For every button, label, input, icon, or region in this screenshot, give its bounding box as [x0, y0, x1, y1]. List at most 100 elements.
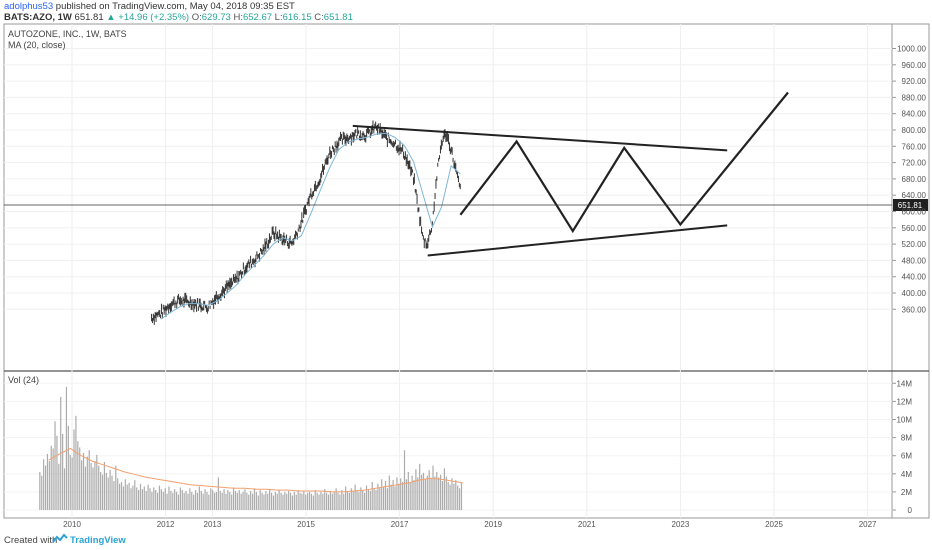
volume-bar	[371, 481, 373, 510]
volume-bar	[139, 483, 142, 510]
volume-bar	[225, 493, 227, 510]
volume-bar	[244, 489, 246, 510]
volume-bar	[189, 488, 191, 510]
volume-bar	[120, 481, 123, 510]
volume-bar	[86, 456, 88, 510]
volume-bar	[206, 491, 208, 510]
volume-bar	[124, 479, 126, 510]
volume-bar	[82, 452, 85, 510]
volume-bar	[339, 494, 341, 510]
volume-bar	[365, 485, 368, 510]
volume-bar	[77, 441, 79, 510]
volume-bar	[88, 450, 90, 510]
volume-bar	[346, 491, 349, 510]
legend-title: AUTOZONE, INC., 1W, BATS	[8, 29, 127, 39]
price-tick-label: 840.00	[902, 110, 927, 119]
volume-bar	[345, 486, 347, 510]
volume-bar	[303, 490, 305, 510]
time-tick-label: 2025	[765, 520, 783, 529]
volume-bar	[143, 486, 145, 510]
author-link[interactable]: adolphus53	[4, 1, 54, 12]
volume-tick-label: 10M	[896, 416, 912, 425]
volume-bar	[278, 490, 280, 510]
volume-bar	[175, 491, 178, 510]
volume-bar	[383, 486, 385, 510]
volume-bar	[94, 461, 96, 510]
volume-bar	[320, 491, 322, 510]
volume-bar	[314, 490, 316, 510]
volume-bar	[234, 490, 237, 510]
low-label: L:	[274, 12, 283, 23]
volume-bar	[187, 493, 189, 510]
volume-bar	[132, 485, 134, 510]
price-tick-label: 360.00	[902, 305, 927, 314]
volume-bar	[39, 471, 41, 510]
projection-drawings	[352, 91, 789, 257]
volume-bar	[130, 488, 132, 510]
volume-bar	[379, 487, 381, 510]
volume-bar	[166, 493, 168, 510]
volume-bar	[151, 491, 153, 510]
volume-bars	[39, 386, 463, 510]
time-tick-label: 2013	[204, 520, 222, 529]
volume-bar	[333, 491, 335, 510]
volume-bar	[402, 481, 404, 510]
price-tag-box	[893, 199, 928, 211]
volume-bar	[381, 479, 383, 510]
time-tick-label: 2019	[484, 520, 502, 529]
volume-bar	[377, 483, 379, 510]
volume-bar	[392, 480, 394, 510]
volume-bar	[204, 489, 206, 510]
close-label: C:	[314, 12, 324, 23]
volume-bar	[386, 488, 389, 510]
time-tick-label: 2027	[859, 520, 877, 529]
volume-bar	[295, 494, 297, 510]
volume-bar	[73, 429, 75, 510]
volume-axis-labels: 0 2M 4M 6M 8M 10M 12M 14M	[892, 379, 913, 515]
time-tick-label: 2021	[578, 520, 596, 529]
volume-bar	[312, 495, 314, 510]
volume-bar	[65, 386, 68, 510]
price-chart[interactable]: 651.81 360.00 400.00 440.00 480.00 520.00 560…	[0, 0, 932, 530]
time-tick-label: 2017	[391, 520, 409, 529]
price-tag-text: 651.81	[898, 201, 923, 210]
volume-bar	[310, 493, 313, 510]
volume-bar	[257, 495, 259, 510]
last-price-tag: 651.81	[893, 199, 928, 211]
volume-bar	[316, 492, 318, 510]
volume-bar	[335, 488, 337, 510]
volume-bar	[126, 484, 128, 510]
volume-bar	[217, 477, 219, 510]
volume-bar	[405, 479, 408, 510]
volume-bar	[426, 475, 428, 510]
volume-bar	[48, 461, 50, 510]
tradingview-logo-icon	[52, 533, 68, 543]
volume-bar	[101, 474, 104, 510]
volume-bar	[272, 495, 275, 510]
volume-bar	[282, 494, 284, 510]
volume-bar	[172, 492, 174, 510]
high-label: H:	[233, 12, 243, 23]
volume-bar	[443, 468, 445, 510]
volume-bar	[396, 477, 398, 510]
volume-bar	[367, 489, 370, 510]
volume-bar	[331, 493, 333, 510]
volume-bar	[329, 490, 332, 510]
volume-bar	[210, 488, 212, 510]
volume-bar	[326, 492, 328, 510]
volume-bar	[270, 492, 273, 510]
open-value: 629.73	[201, 12, 231, 23]
tradingview-brand[interactable]: TradingView	[70, 535, 126, 546]
price-tick-label: 760.00	[902, 142, 927, 151]
volume-bar	[156, 492, 159, 510]
volume-bar	[337, 492, 339, 510]
time-tick-label: 2015	[297, 520, 315, 529]
volume-bar	[155, 490, 157, 510]
volume-bar	[232, 487, 235, 510]
trendline	[427, 224, 728, 257]
volume-bar	[438, 477, 440, 510]
volume-bar	[299, 492, 301, 510]
legend-vol: Vol (24)	[8, 375, 39, 385]
volume-bar	[231, 494, 233, 510]
time-axis-labels: 2010 2012 2013 2015 2017 2019 2021 2023 2025 2027	[63, 520, 877, 529]
